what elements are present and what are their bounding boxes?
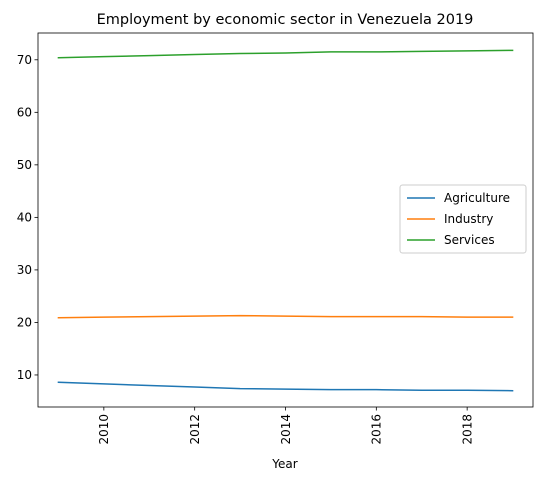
y-tick-label: 10 xyxy=(17,368,32,382)
series-line-agriculture xyxy=(57,381,514,392)
x-tick-label: 2016 xyxy=(370,414,384,445)
y-tick-label: 30 xyxy=(17,263,32,277)
x-axis-label: Year xyxy=(271,457,297,471)
y-tick-label: 50 xyxy=(17,158,32,172)
x-tick-label: 2014 xyxy=(279,414,293,445)
chart-title: Employment by economic sector in Venezue… xyxy=(97,12,474,28)
y-tick-label: 60 xyxy=(17,106,32,120)
legend-label-services: Services xyxy=(444,233,495,247)
y-tick-label: 40 xyxy=(17,211,32,225)
y-tick-label: 20 xyxy=(17,316,32,330)
x-tick-label: 2012 xyxy=(188,414,202,445)
legend: Agriculture Industry Services xyxy=(399,184,527,254)
series-line-industry xyxy=(57,314,514,319)
x-tick-label: 2010 xyxy=(97,414,111,445)
x-tick-label: 2018 xyxy=(460,414,474,445)
y-tick-label: 70 xyxy=(17,53,32,67)
legend-label-agriculture: Agriculture xyxy=(444,191,510,205)
series-line-services xyxy=(57,49,514,59)
legend-label-industry: Industry xyxy=(444,212,493,226)
legend-frame xyxy=(399,184,527,254)
